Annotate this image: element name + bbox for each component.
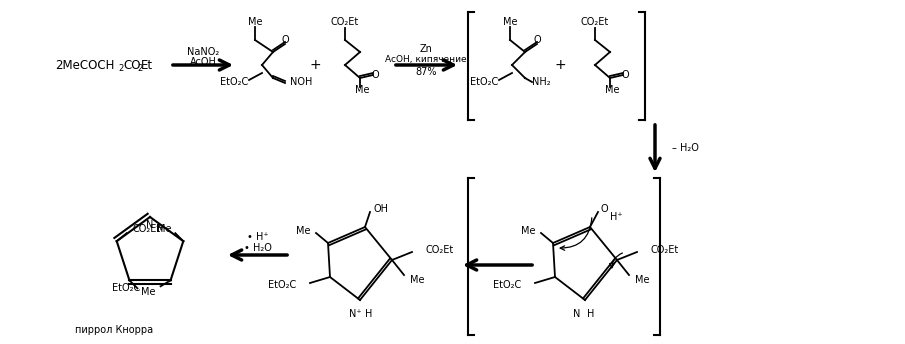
Text: Me: Me <box>605 85 619 95</box>
Text: Me: Me <box>141 287 156 297</box>
Text: EtO₂C: EtO₂C <box>220 77 248 87</box>
Text: H: H <box>156 224 164 234</box>
Text: Me: Me <box>296 226 310 236</box>
Text: O: O <box>600 204 607 214</box>
Text: пиррол Кнорра: пиррол Кнорра <box>75 325 153 335</box>
Text: NH₂: NH₂ <box>532 77 550 87</box>
Text: EtO₂C: EtO₂C <box>112 283 140 293</box>
Text: • H₂O: • H₂O <box>244 243 272 253</box>
Text: AcOH, кипячение: AcOH, кипячение <box>386 54 467 64</box>
Text: • H⁺: • H⁺ <box>247 232 269 242</box>
Text: H: H <box>587 309 595 319</box>
Text: Me: Me <box>355 85 369 95</box>
Text: CO₂Et: CO₂Et <box>331 17 359 27</box>
Text: 2MeCOCH: 2MeCOCH <box>55 58 114 72</box>
Text: EtO₂C: EtO₂C <box>470 77 498 87</box>
Text: Me: Me <box>157 224 171 234</box>
Text: O: O <box>281 35 289 45</box>
Text: NOH: NOH <box>290 77 312 87</box>
Text: OH: OH <box>373 204 388 214</box>
Text: EtO₂C: EtO₂C <box>493 280 521 290</box>
Text: O: O <box>621 70 629 80</box>
Text: N⁺: N⁺ <box>348 309 361 319</box>
Text: Et: Et <box>141 58 153 72</box>
Text: CO₂Et: CO₂Et <box>651 245 679 255</box>
Text: CO₂Et: CO₂Et <box>426 245 454 255</box>
Text: NaNO₂: NaNO₂ <box>186 47 219 57</box>
Text: EtO₂C: EtO₂C <box>268 280 296 290</box>
Text: 2: 2 <box>118 64 123 73</box>
Text: CO: CO <box>123 58 140 72</box>
Text: H: H <box>365 309 372 319</box>
Text: Me: Me <box>520 226 535 236</box>
Text: Me: Me <box>248 17 262 27</box>
Text: +: + <box>554 58 566 72</box>
Text: N: N <box>147 220 154 230</box>
Text: Me: Me <box>503 17 518 27</box>
Text: +: + <box>310 58 320 72</box>
Text: CO₂Et: CO₂Et <box>581 17 609 27</box>
Text: – H₂O: – H₂O <box>672 143 699 153</box>
Text: H⁺: H⁺ <box>610 212 623 222</box>
Text: 2: 2 <box>137 64 142 73</box>
Text: O: O <box>533 35 541 45</box>
Text: AcOH: AcOH <box>189 57 216 67</box>
Text: Zn: Zn <box>420 44 433 54</box>
Text: N: N <box>573 309 581 319</box>
Text: Me: Me <box>635 275 650 285</box>
Text: CO₂Et: CO₂Et <box>133 224 161 234</box>
Text: O: O <box>371 70 379 80</box>
Text: 87%: 87% <box>415 67 437 77</box>
Text: Me: Me <box>410 275 424 285</box>
